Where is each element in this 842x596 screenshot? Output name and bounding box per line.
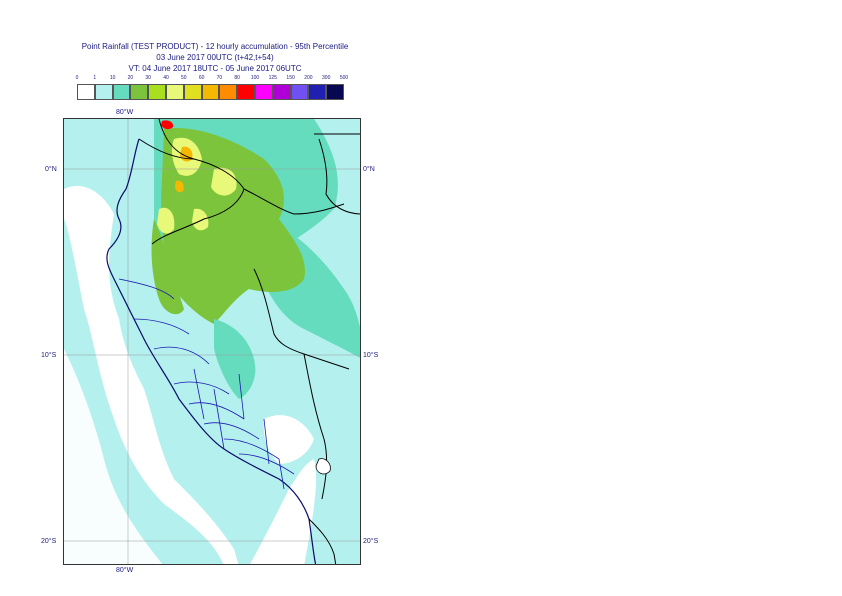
title-line-3: VT: 04 June 2017 18UTC - 05 June 2017 06… xyxy=(128,64,302,73)
country-border-chile xyxy=(308,518,337,564)
legend-swatch-4 xyxy=(148,84,166,100)
legend-swatch-11 xyxy=(272,84,291,100)
legend-swatch-8 xyxy=(219,84,238,100)
legend-threshold-125: 125 xyxy=(268,75,277,81)
legend-swatch-3 xyxy=(130,84,149,100)
dry-area-southwest xyxy=(64,349,163,564)
legend-threshold-500: 500 xyxy=(339,75,349,81)
country-border-east xyxy=(314,133,360,215)
bottom-longitude-label: 80°W xyxy=(116,567,134,574)
legend-threshold-60: 60 xyxy=(198,75,205,81)
legend-threshold-50: 50 xyxy=(181,75,187,81)
legend-swatch-7 xyxy=(201,84,220,100)
legend-swatch-13 xyxy=(308,84,327,100)
legend-threshold-70: 70 xyxy=(216,75,223,81)
legend-threshold-200: 200 xyxy=(304,75,313,81)
lat-label-right-0: 0°N xyxy=(363,166,375,173)
legend-swatch-0 xyxy=(77,84,95,100)
legend-threshold-0: 0 xyxy=(75,75,79,81)
legend-threshold-300: 300 xyxy=(322,75,331,81)
legend-swatch-2 xyxy=(112,84,131,100)
country-border-bolivia xyxy=(303,353,328,500)
rain-orange-2 xyxy=(175,180,184,193)
rainfall-map xyxy=(63,118,361,565)
lat-label-right-10: 10°S xyxy=(363,352,379,359)
legend-swatch-10 xyxy=(255,84,273,100)
rain-red-hotspot xyxy=(161,120,174,130)
country-border-brazil xyxy=(253,268,350,370)
legend-threshold-40: 40 xyxy=(163,75,169,81)
rain-band-peru xyxy=(214,319,256,399)
legend-threshold-20: 20 xyxy=(127,75,134,81)
regional-borders xyxy=(118,278,295,490)
rain-core-green xyxy=(161,128,305,324)
legend-swatch-1 xyxy=(94,84,113,100)
legend-swatch-9 xyxy=(237,84,255,100)
rain-yellow-4 xyxy=(192,208,209,231)
lat-label-right-20: 20°S xyxy=(363,538,379,545)
legend-threshold-80: 80 xyxy=(234,75,240,81)
rain-yellow-3 xyxy=(157,207,175,234)
lat-label-left-10: 10°S xyxy=(41,352,57,359)
legend-threshold-150: 150 xyxy=(286,75,295,81)
coastline xyxy=(106,138,317,564)
legend-swatch-12 xyxy=(290,84,309,100)
lat-label-left-20: 20°S xyxy=(41,538,57,545)
colour-legend: 0 1 10 20 30 40 50 60 70 80 100 125 150 200 300 500 xyxy=(0,0,842,110)
map-canvas xyxy=(64,119,360,564)
legend-swatch-5 xyxy=(166,84,184,100)
title-line-2: 03 June 2017 00UTC (t+42,t+54) xyxy=(156,53,274,62)
legend-threshold-10: 10 xyxy=(109,75,116,81)
top-longitude-label: 80°W xyxy=(116,109,134,116)
title-line-1: Point Rainfall (TEST PRODUCT) - 12 hourl… xyxy=(81,42,349,51)
legend-threshold-30: 30 xyxy=(145,75,151,81)
legend-swatch-14 xyxy=(326,84,344,100)
legend-threshold-100: 100 xyxy=(250,75,260,81)
lat-label-left-0: 0°N xyxy=(45,166,57,173)
dry-area-south xyxy=(250,459,317,564)
legend-threshold-1: 1 xyxy=(93,75,97,81)
dry-area-altiplano xyxy=(263,415,314,464)
legend-swatch-6 xyxy=(183,84,202,100)
country-border-colombia xyxy=(158,119,345,215)
dry-area-west xyxy=(64,185,239,564)
lake-titicaca xyxy=(315,458,331,475)
rain-core-green-south xyxy=(151,219,184,315)
